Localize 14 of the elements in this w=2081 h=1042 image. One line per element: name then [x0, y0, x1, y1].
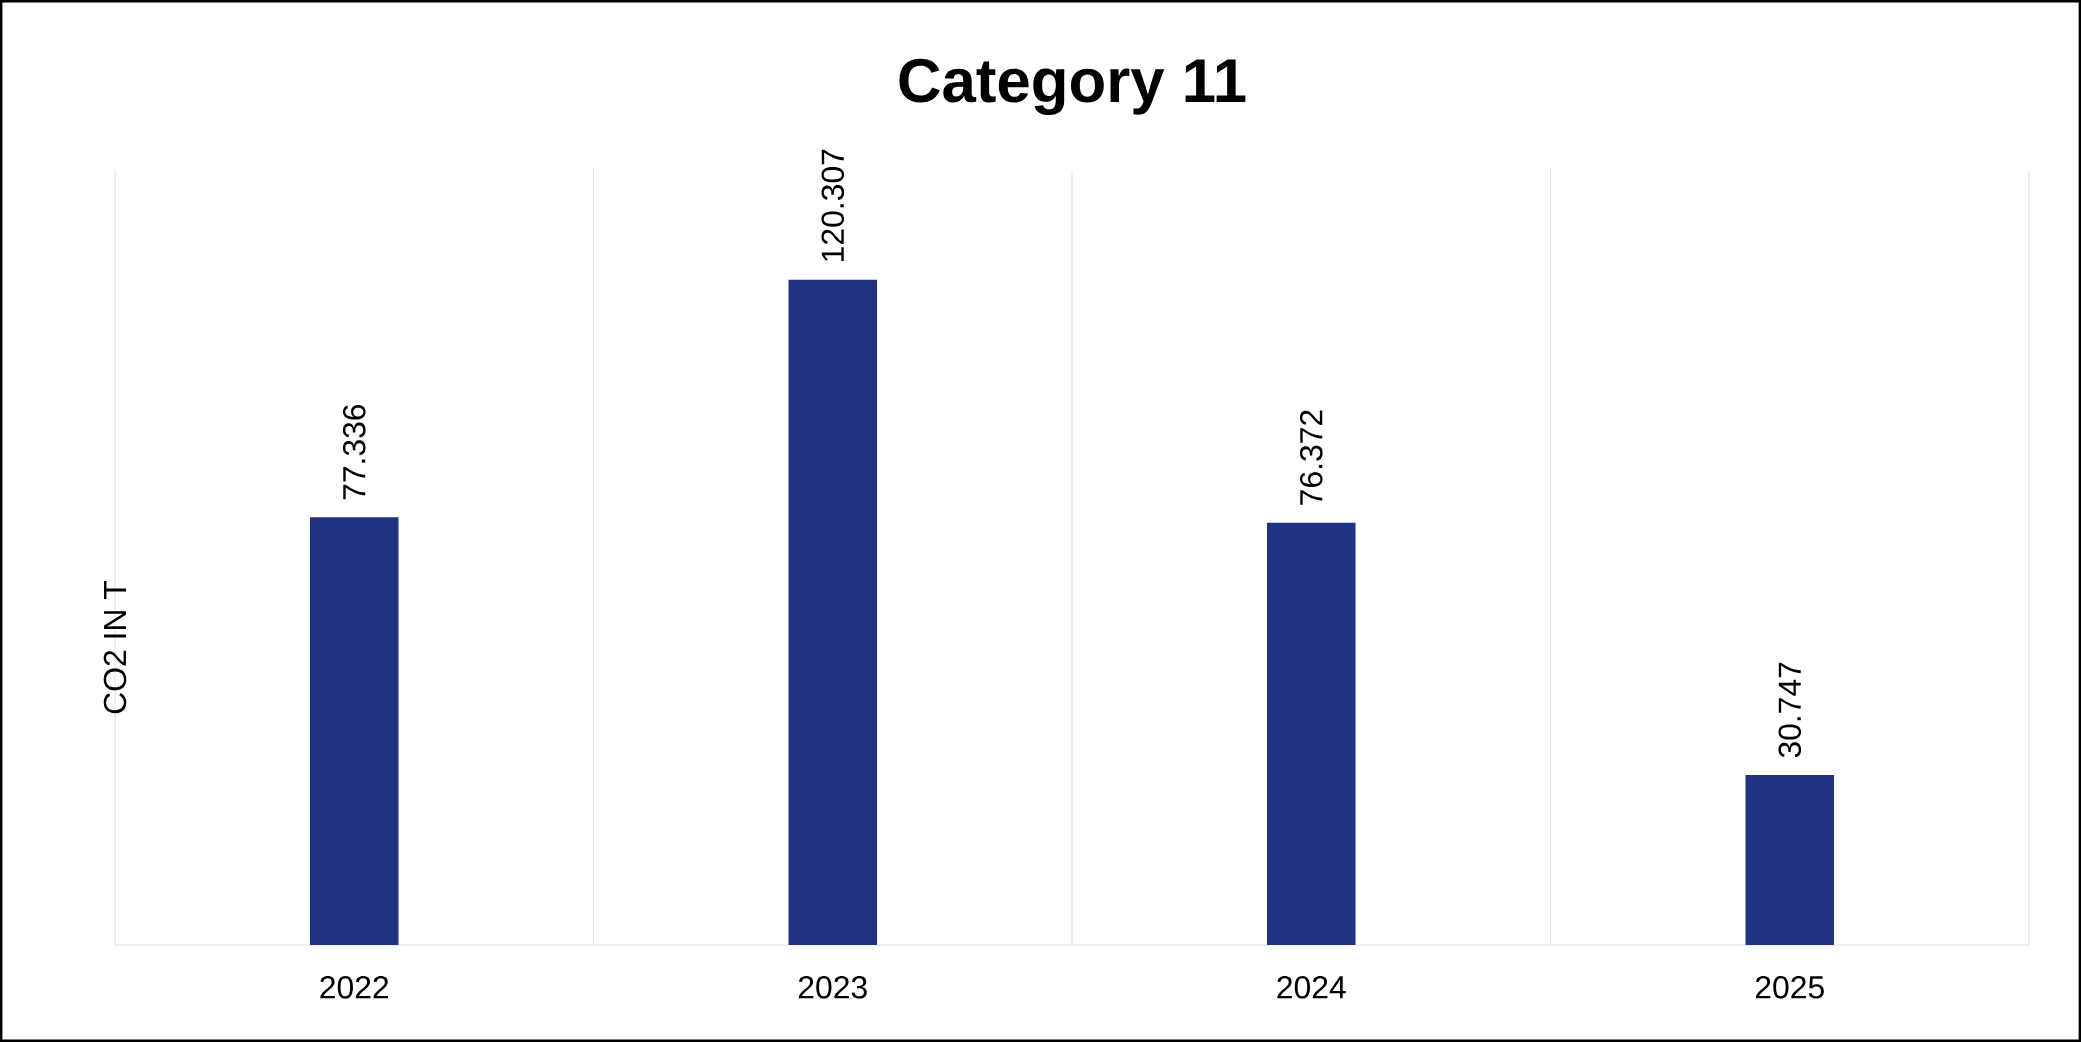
data-label: 120.307	[821, 149, 845, 261]
data-label: 30.747	[1778, 662, 1802, 758]
bar	[788, 279, 878, 945]
data-label: 77.336	[342, 404, 366, 500]
chart-title: Category 11	[899, 58, 1246, 115]
x-tick-label: 2025	[1755, 976, 1824, 999]
data-label: 76.372	[1299, 410, 1323, 505]
x-tick-label: 2024	[1277, 976, 1346, 999]
bar	[309, 517, 399, 945]
y-axis-title: CO2 IN T	[103, 580, 127, 714]
x-tick-label: 2022	[320, 976, 389, 999]
bar	[1745, 774, 1835, 945]
bar	[1267, 522, 1356, 945]
x-tick-label: 2023	[798, 976, 867, 999]
